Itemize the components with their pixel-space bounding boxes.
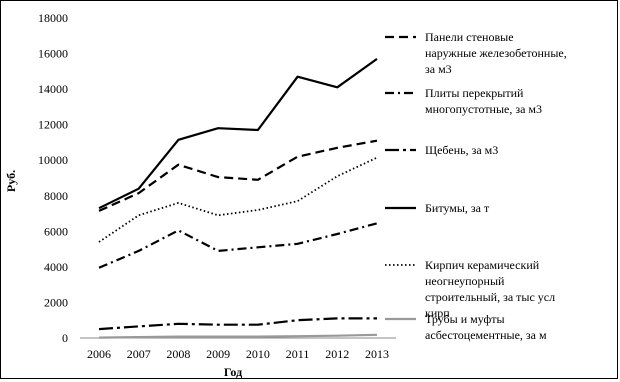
x-tick-labels: 2006 2007 2008 2009 2010 2011 2012 2013 [87,347,389,361]
y-tick-labels: 0 2000 4000 6000 8000 10000 12000 14000 16000 180… [38,11,68,345]
legend-item-4: Битумы, за т [385,201,490,215]
x-tick-label: 2006 [87,347,111,361]
series-line-6 [99,335,377,338]
y-tick-label: 10000 [38,153,68,167]
series-line-4 [99,59,377,208]
series-line-1 [99,141,377,211]
y-tick-label: 12000 [38,118,68,132]
x-tick-label: 2013 [365,347,389,361]
series-line-2 [99,223,377,267]
legend-label: Битумы, за т [425,201,490,215]
y-tick-label: 0 [62,331,68,345]
legend-item-3: Щебень, за м3 [385,143,498,157]
y-tick-label: 8000 [44,189,68,203]
x-axis-label: Год [224,365,242,379]
x-tick-label: 2011 [286,347,310,361]
y-tick-label: 2000 [44,295,68,309]
series-line-3 [99,318,377,329]
y-tick-label: 6000 [44,224,68,238]
x-tick-label: 2012 [325,347,349,361]
series-lines [99,59,377,338]
series-line-5 [99,158,377,242]
legend-label: Щебень, за м3 [425,143,498,157]
x-tick-label: 2010 [246,347,270,361]
x-tick-label: 2007 [127,347,151,361]
y-tick-label: 18000 [38,11,68,25]
x-tick-label: 2009 [206,347,230,361]
x-tick-label: 2008 [166,347,190,361]
y-tick-label: 14000 [38,82,68,96]
y-axis-label: Руб. [4,170,18,192]
y-tick-label: 16000 [38,47,68,61]
y-tick-label: 4000 [44,260,68,274]
